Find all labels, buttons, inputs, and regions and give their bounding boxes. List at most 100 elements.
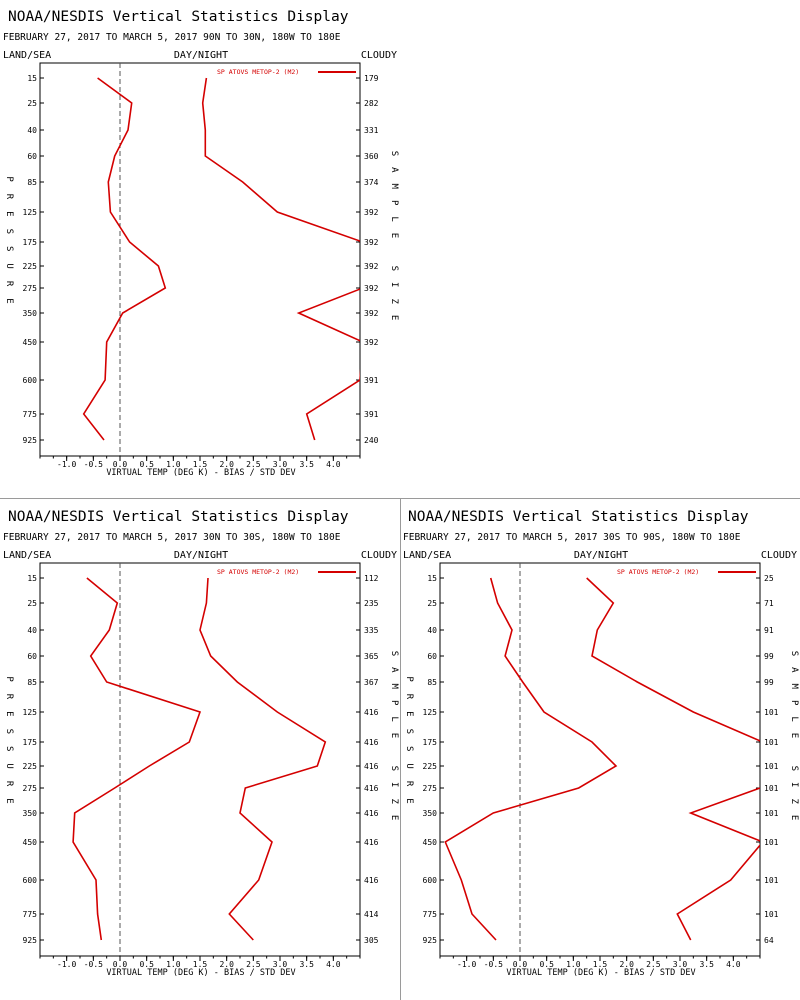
sample-size-label: 282 bbox=[364, 99, 379, 108]
x-tick-label: 2.5 bbox=[246, 460, 261, 469]
x-tick-label: 1.0 bbox=[566, 960, 581, 969]
x-tick-label: 1.5 bbox=[193, 460, 208, 469]
pressure-tick-label: 60 bbox=[427, 652, 437, 661]
pressure-tick-label: 600 bbox=[423, 876, 438, 885]
sample-size-label: 392 bbox=[364, 262, 379, 271]
chart-subtitle: FEBRUARY 27, 2017 TO MARCH 5, 2017 90N T… bbox=[3, 32, 341, 43]
pressure-tick-label: 775 bbox=[23, 910, 38, 919]
x-tick-label: -0.5 bbox=[484, 960, 503, 969]
std-dev-series-line bbox=[676, 787, 760, 941]
x-tick-label: 2.0 bbox=[219, 460, 234, 469]
x-tick-label: -0.5 bbox=[84, 960, 103, 969]
sample-size-label: 416 bbox=[364, 784, 379, 793]
sample-size-label: 335 bbox=[364, 626, 379, 635]
x-tick-label: 1.0 bbox=[166, 460, 181, 469]
pressure-tick-label: 175 bbox=[23, 238, 38, 247]
pressure-tick-label: 60 bbox=[27, 652, 37, 661]
pressure-tick-label: 350 bbox=[423, 809, 438, 818]
x-tick-label: 3.0 bbox=[273, 460, 288, 469]
x-axis-label: VIRTUAL TEMP (DEG K) - BIAS / STD DEV bbox=[506, 968, 695, 978]
sample-size-label: 392 bbox=[364, 284, 379, 293]
chart-title: NOAA/NESDIS Vertical Statistics Display bbox=[8, 509, 349, 525]
vertical-divider bbox=[400, 498, 401, 1000]
sample-size-label: 101 bbox=[764, 708, 779, 717]
x-tick-label: -0.5 bbox=[84, 460, 103, 469]
chart-panel: NOAA/NESDIS Vertical Statistics Display F… bbox=[3, 509, 399, 978]
x-tick-label: 2.0 bbox=[219, 960, 234, 969]
pressure-tick-label: 225 bbox=[23, 762, 38, 771]
pressure-tick-label: 85 bbox=[427, 678, 437, 687]
x-tick-label: 4.0 bbox=[726, 960, 741, 969]
sample-size-label: 392 bbox=[364, 208, 379, 217]
x-tick-label: 1.0 bbox=[166, 960, 181, 969]
x-axis-label: VIRTUAL TEMP (DEG K) - BIAS / STD DEV bbox=[106, 968, 295, 978]
sample-size-label: 416 bbox=[364, 738, 379, 747]
pressure-tick-label: 25 bbox=[427, 599, 437, 608]
sample-size-label: 374 bbox=[364, 178, 379, 187]
pressure-tick-label: 450 bbox=[23, 838, 38, 847]
sample-size-label: 416 bbox=[364, 708, 379, 717]
pressure-tick-label: 40 bbox=[27, 626, 37, 635]
sample-size-label: 305 bbox=[364, 936, 379, 945]
pressure-tick-label: 175 bbox=[23, 738, 38, 747]
y-axis-label: PRESSURE bbox=[4, 676, 14, 815]
pressure-tick-label: 125 bbox=[23, 208, 38, 217]
pressure-tick-label: 15 bbox=[427, 574, 437, 583]
land-sea-label: LAND/SEA bbox=[403, 550, 451, 561]
sample-size-label: 392 bbox=[364, 309, 379, 318]
sample-size-label: 240 bbox=[364, 436, 379, 445]
sample-size-label: 416 bbox=[364, 838, 379, 847]
x-tick-label: 2.5 bbox=[646, 960, 661, 969]
pressure-tick-label: 350 bbox=[23, 309, 38, 318]
land-sea-label: LAND/SEA bbox=[3, 550, 51, 561]
pressure-tick-label: 40 bbox=[27, 126, 37, 135]
sample-size-label: 101 bbox=[764, 762, 779, 771]
pressure-tick-label: 25 bbox=[27, 99, 37, 108]
legend-label: SP ATOVS METOP-2 (M2) bbox=[217, 568, 299, 576]
sample-size-label: 101 bbox=[764, 784, 779, 793]
pressure-tick-label: 450 bbox=[23, 338, 38, 347]
sample-size-label: 235 bbox=[364, 599, 379, 608]
x-tick-label: 0.5 bbox=[139, 460, 154, 469]
pressure-tick-label: 925 bbox=[423, 936, 438, 945]
bias-series-line bbox=[82, 77, 167, 441]
day-night-label: DAY/NIGHT bbox=[574, 550, 628, 561]
sample-size-label: 101 bbox=[764, 876, 779, 885]
y-axis-label: PRESSURE bbox=[404, 676, 414, 815]
legend-label: SP ATOVS METOP-2 (M2) bbox=[617, 568, 699, 576]
pressure-tick-label: 350 bbox=[23, 809, 38, 818]
x-tick-label: 3.0 bbox=[273, 960, 288, 969]
chart-subtitle: FEBRUARY 27, 2017 TO MARCH 5, 2017 30S T… bbox=[403, 532, 741, 543]
sample-size-label: 367 bbox=[364, 678, 379, 687]
sample-size-label: 416 bbox=[364, 762, 379, 771]
sample-size-label: 391 bbox=[364, 410, 379, 419]
sample-size-label: 416 bbox=[364, 809, 379, 818]
bias-series-line bbox=[72, 577, 202, 941]
x-tick-label: -1.0 bbox=[57, 960, 76, 969]
pressure-tick-label: 125 bbox=[423, 708, 438, 717]
sample-size-label: 64 bbox=[764, 936, 774, 945]
sample-size-label: 416 bbox=[364, 876, 379, 885]
y2-axis-label: SAMPLE SIZE bbox=[389, 151, 399, 332]
std-dev-series-line bbox=[199, 577, 327, 941]
day-night-label: DAY/NIGHT bbox=[174, 550, 228, 561]
pressure-tick-label: 225 bbox=[423, 762, 438, 771]
x-tick-label: -1.0 bbox=[457, 960, 476, 969]
x-axis-label: VIRTUAL TEMP (DEG K) - BIAS / STD DEV bbox=[106, 468, 295, 478]
pressure-tick-label: 125 bbox=[23, 708, 38, 717]
x-tick-label: 3.5 bbox=[299, 960, 314, 969]
pressure-tick-label: 85 bbox=[27, 178, 37, 187]
std-dev-series-line bbox=[201, 77, 360, 242]
sample-size-label: 101 bbox=[764, 910, 779, 919]
day-night-label: DAY/NIGHT bbox=[174, 50, 228, 61]
x-tick-label: 2.5 bbox=[246, 960, 261, 969]
pressure-tick-label: 925 bbox=[23, 436, 38, 445]
sample-size-label: 112 bbox=[364, 574, 379, 583]
pressure-tick-label: 15 bbox=[27, 74, 37, 83]
cloudy-label: CLOUDY bbox=[361, 50, 397, 61]
pressure-tick-label: 40 bbox=[427, 626, 437, 635]
chart-title: NOAA/NESDIS Vertical Statistics Display bbox=[8, 9, 349, 25]
pressure-tick-label: 600 bbox=[23, 376, 38, 385]
x-tick-label: -1.0 bbox=[57, 460, 76, 469]
